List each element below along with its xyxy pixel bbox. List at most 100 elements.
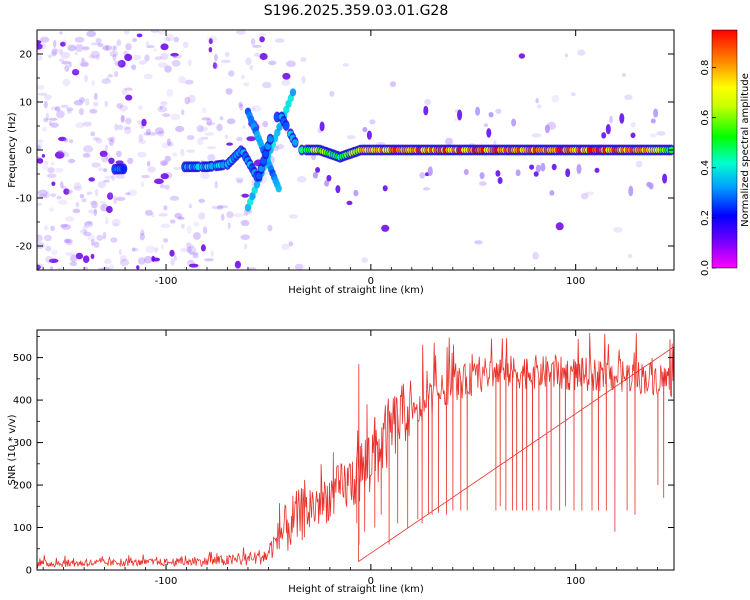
spectrogram-noise-blob bbox=[243, 243, 248, 250]
spectrogram-noise-blob bbox=[220, 59, 231, 64]
spectrogram-noise-blob bbox=[296, 176, 307, 183]
spectrogram-noise-blob bbox=[37, 264, 41, 270]
spectrogram-noise-blob bbox=[109, 50, 119, 58]
spectrogram-x-ticks: -100 0 100 bbox=[42, 30, 659, 287]
spectrogram-sidelobe bbox=[551, 163, 557, 171]
spectrogram-noise bbox=[37, 30, 666, 270]
spectrogram-noise-blob bbox=[73, 185, 83, 192]
spectrogram-noise-blob bbox=[104, 258, 112, 265]
spectrogram-noise-blob bbox=[181, 223, 185, 229]
snr-panel: -100 0 100 0 100 200 300 400 500 Height of stra… bbox=[7, 329, 675, 595]
spectrogram-noise-blob bbox=[138, 60, 147, 65]
spectrogram-noise-blob bbox=[161, 161, 168, 166]
spectrogram-noise-blob bbox=[51, 51, 57, 57]
spectrogram-noise-blob bbox=[269, 155, 275, 164]
spectrogram-noise-blob bbox=[57, 199, 68, 205]
spectrogram-noise-blob bbox=[50, 106, 59, 111]
spectrogram-noise-blob bbox=[267, 224, 273, 232]
spectrogram-sidelobe bbox=[319, 121, 325, 132]
spectrogram-noise-blob bbox=[82, 121, 92, 127]
spectrogram-noise-blob bbox=[251, 44, 262, 48]
spectrogram-noise-blob bbox=[78, 108, 84, 116]
spectrogram-noise-blob bbox=[37, 43, 43, 50]
spectrogram-noise-blob bbox=[193, 221, 200, 227]
spectrogram-noise-blob bbox=[89, 108, 98, 114]
spectrogram-noise-blob bbox=[157, 62, 168, 68]
spectrogram-noise-blob bbox=[208, 38, 213, 45]
spectrogram-sidelobe bbox=[457, 109, 463, 121]
spectrogram-noise-blob bbox=[146, 160, 151, 167]
spectrogram-noise-blob bbox=[60, 181, 64, 189]
spectrogram-noise-blob bbox=[101, 267, 111, 270]
spectrogram-noise-blob bbox=[204, 132, 215, 136]
spectrogram-sidelobe bbox=[312, 172, 318, 179]
spectrogram-noise-blob bbox=[113, 196, 118, 204]
spectrogram-noise-blob bbox=[233, 213, 243, 218]
spectrogram-noise-blob bbox=[108, 191, 114, 199]
spectrogram-ridge bbox=[111, 88, 674, 212]
spectrogram-noise-blob bbox=[200, 172, 210, 179]
spectrogram-noise-blob bbox=[188, 263, 199, 268]
spectrogram-noise-blob bbox=[186, 242, 192, 249]
spectrogram-noise-blob bbox=[389, 81, 397, 88]
spectrogram-noise-blob bbox=[214, 180, 218, 189]
spectrogram-noise-blob bbox=[91, 238, 95, 247]
spectrogram-noise-blob bbox=[88, 209, 98, 214]
spectrogram-noise-blob bbox=[37, 145, 41, 151]
spectrogram-noise-blob bbox=[97, 181, 107, 189]
spectrogram-noise-blob bbox=[60, 104, 69, 108]
spectrogram-noise-blob bbox=[45, 256, 53, 263]
x-tick-label: 100 bbox=[566, 576, 585, 587]
spectrogram-noise-blob bbox=[40, 36, 50, 43]
spectrogram-noise-blob bbox=[93, 241, 100, 248]
spectrogram-noise-blob bbox=[419, 172, 426, 179]
spectrogram-noise-blob bbox=[75, 201, 80, 208]
spectrogram-noise-blob bbox=[64, 238, 73, 244]
spectrogram-ridge-point bbox=[262, 150, 269, 158]
spectrogram-noise-blob bbox=[50, 225, 55, 231]
spectrogram-noise-blob bbox=[201, 107, 207, 114]
spectrogram-noise-blob bbox=[83, 266, 89, 270]
spectrogram-noise-blob bbox=[49, 207, 54, 212]
spectrogram-noise-blob bbox=[170, 52, 179, 57]
spectrogram-sidelobe bbox=[488, 111, 494, 118]
spectrogram-noise-blob bbox=[159, 160, 169, 166]
snr-y-label: SNR (10 * v/v) bbox=[7, 414, 18, 485]
spectrogram-noise-blob bbox=[90, 42, 101, 46]
spectrogram-noise-blob bbox=[346, 135, 356, 140]
spectrogram-noise-blob bbox=[630, 122, 636, 128]
spectrogram-noise-blob bbox=[104, 100, 109, 107]
spectrogram-noise-blob bbox=[74, 36, 85, 43]
spectrogram-noise-blob bbox=[102, 45, 113, 51]
spectrogram-noise-blob bbox=[140, 229, 145, 236]
colorbar-tick-label: 0.0 bbox=[700, 260, 711, 276]
spectrogram-noise-blob bbox=[73, 100, 84, 106]
snr-series-line bbox=[37, 332, 674, 569]
spectrogram-noise-blob bbox=[424, 98, 432, 106]
spectrogram-noise-blob bbox=[164, 37, 171, 42]
spectrogram-noise-blob bbox=[361, 257, 368, 263]
spectrogram-noise-blob bbox=[198, 126, 208, 132]
spectrogram-noise-blob bbox=[141, 174, 150, 179]
spectrogram-sidelobe bbox=[605, 124, 611, 135]
spectrogram-noise-blob bbox=[96, 234, 104, 241]
spectrogram-noise-blob bbox=[66, 189, 73, 194]
spectrogram-noise-blob bbox=[585, 191, 595, 195]
spectrogram-noise-blob bbox=[381, 224, 390, 232]
spectrogram-noise-blob bbox=[173, 36, 180, 43]
spectrogram-noise-blob bbox=[207, 154, 216, 162]
spectrogram-noise-blob bbox=[93, 137, 98, 141]
x-tick-label: 100 bbox=[566, 276, 585, 287]
spectrogram-ridge-point bbox=[267, 136, 274, 143]
spectrogram-noise-blob bbox=[48, 54, 53, 59]
spectrogram-noise-blob bbox=[74, 52, 79, 55]
spectrogram-noise-blob bbox=[201, 117, 210, 121]
spectrogram-noise-blob bbox=[164, 184, 170, 190]
spectrogram-noise-blob bbox=[117, 124, 124, 131]
spectrogram-noise-blob bbox=[479, 181, 487, 186]
spectrogram-noise-blob bbox=[168, 141, 174, 147]
spectrogram-noise-blob bbox=[51, 48, 58, 55]
spectrogram-noise-blob bbox=[87, 233, 96, 242]
spectrogram-noise-blob bbox=[89, 200, 97, 205]
